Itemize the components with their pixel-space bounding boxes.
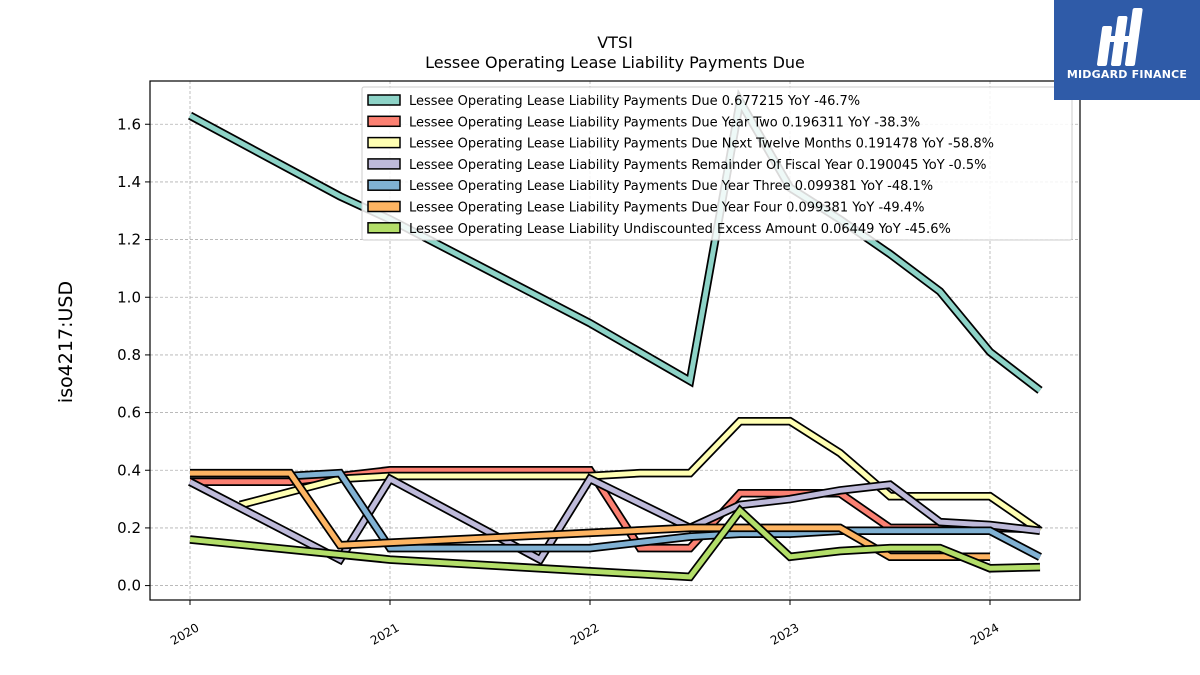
brand-name: MIDGARD FINANCE [1066, 68, 1188, 81]
legend-entry: Lessee Operating Lease Liability Payment… [409, 137, 994, 152]
plot-frame [149, 80, 1081, 601]
legend-swatch [367, 179, 401, 191]
legend-swatch [367, 200, 401, 213]
x-tick-label: 2023 [768, 620, 801, 647]
legend-swatch [367, 158, 401, 170]
series-3 [238, 416, 1043, 535]
legend-box [361, 86, 1073, 241]
chart-subtitle: Lessee Operating Lease Liability Payment… [425, 53, 805, 72]
series-6 [190, 468, 990, 562]
legend-entry: Lessee Operating Lease Liability Payment… [409, 115, 920, 130]
legend-swatch [367, 222, 401, 234]
legend-entry: Lessee Operating Lease Liability Payment… [409, 179, 933, 194]
x-axis: 2020 2021 2022 2023 2024 [168, 600, 1002, 648]
brand-logo: MIDGARD FINANCE [1054, 0, 1200, 100]
x-tick-label: 2021 [368, 620, 401, 647]
legend-entry: Lessee Operating Lease Liability Payment… [409, 201, 924, 216]
x-tick-label: 2024 [968, 620, 1001, 647]
legend-entry: Lessee Operating Lease Liability Undisco… [409, 222, 951, 237]
legend-entry: Lessee Operating Lease Liability Payment… [409, 94, 860, 109]
y-axis-label: iso4217:USD [55, 281, 77, 403]
legend-swatch [367, 94, 401, 106]
x-tick-label: 2022 [568, 620, 601, 647]
y-tick-label: 0.0 [117, 577, 141, 595]
y-tick-label: 0.8 [117, 346, 141, 364]
legend-swatch [367, 115, 401, 128]
series-line [189, 506, 1041, 580]
y-tick-label: 1.0 [117, 288, 141, 306]
y-tick-label: 1.4 [117, 173, 141, 191]
y-tick-label: 0.4 [117, 461, 141, 479]
logo-mark-icon [1096, 8, 1143, 66]
legend-entry: Lessee Operating Lease Liability Payment… [409, 158, 987, 173]
y-tick-label: 1.2 [117, 231, 141, 249]
y-axis: 0.0 0.2 0.4 0.6 0.8 1.0 1.2 1.4 1.6 [117, 115, 150, 595]
chart-title: VTSI [597, 33, 633, 52]
y-tick-label: 1.6 [117, 115, 141, 133]
legend-swatch [367, 136, 401, 149]
series-7 [189, 504, 1041, 582]
series-line [190, 470, 990, 560]
x-tick-label: 2020 [168, 620, 201, 647]
legend: Lessee Operating Lease Liability Payment… [361, 86, 1073, 241]
y-tick-label: 0.2 [117, 519, 141, 537]
y-tick-label: 0.6 [117, 404, 141, 422]
